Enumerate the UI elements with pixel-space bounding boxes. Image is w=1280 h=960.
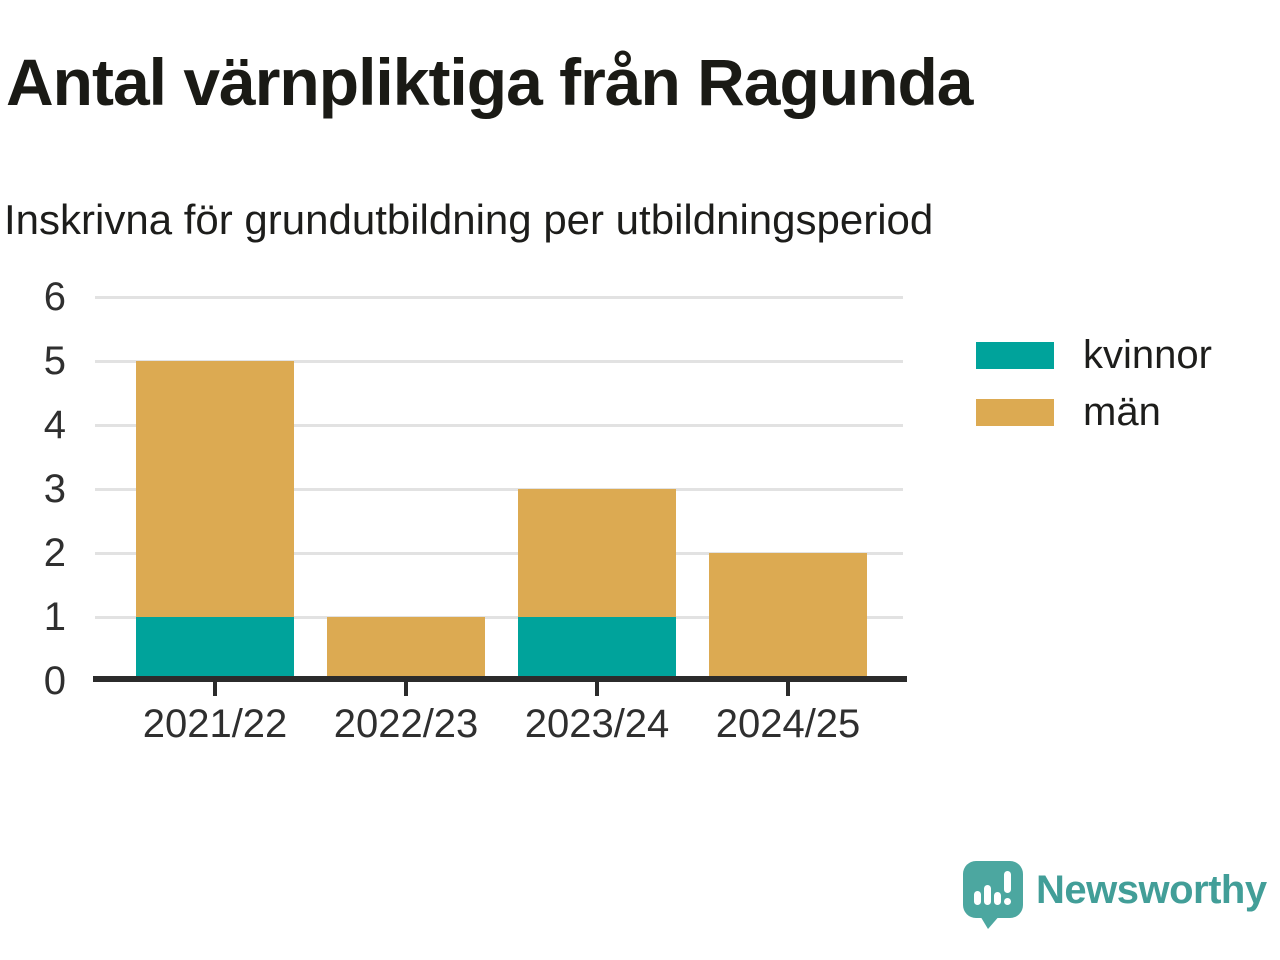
- x-tick-2024/25: [786, 682, 790, 696]
- x-tick-label-2022/23: 2022/23: [333, 702, 479, 746]
- legend: kvinnor män: [976, 333, 1212, 434]
- plot-area: 2021/22 2022/23 2023/24 2024/25: [93, 296, 907, 746]
- legend-swatch-kvinnor: [976, 342, 1054, 369]
- legend-label-kvinnor: kvinnor: [1083, 333, 1212, 377]
- x-tick-2021/22: [213, 682, 217, 696]
- bar-segment-män-2024/25: [709, 553, 867, 681]
- legend-item-män: män: [976, 390, 1212, 434]
- x-tick-label-2024/25: 2024/25: [715, 702, 861, 746]
- y-tick-label-2: 2: [43, 531, 66, 575]
- bar-segment-kvinnor-2023/24: [518, 617, 676, 681]
- gridline-y-3: [95, 488, 903, 491]
- legend-item-kvinnor: kvinnor: [976, 333, 1212, 377]
- y-tick-label-5: 5: [43, 339, 66, 383]
- bar-segment-män-2021/22: [136, 361, 294, 617]
- gridline-y-2: [95, 552, 903, 555]
- x-tick-2022/23: [404, 682, 408, 696]
- y-tick-label-3: 3: [43, 467, 66, 511]
- gridline-y-4: [95, 424, 903, 427]
- bar-segment-män-2023/24: [518, 489, 676, 617]
- x-tick-label-2021/22: 2021/22: [142, 702, 288, 746]
- newsworthy-wordmark: Newsworthy: [1036, 868, 1267, 912]
- x-axis-line: [93, 676, 907, 682]
- newsworthy-logo: Newsworthy: [962, 860, 1267, 930]
- y-tick-label-1: 1: [43, 595, 66, 639]
- y-axis-tick-labels: 0 1 2 3 4 5 6: [0, 275, 66, 703]
- gridline-y-1: [95, 616, 903, 619]
- x-tick-label-2023/24: 2023/24: [524, 702, 670, 746]
- chart-subtitle: Inskrivna för grundutbildning per utbild…: [4, 196, 934, 243]
- bar-segment-män-2022/23: [327, 617, 485, 681]
- bar-segment-kvinnor-2021/22: [136, 617, 294, 681]
- y-tick-label-6: 6: [43, 275, 66, 319]
- x-tick-2023/24: [595, 682, 599, 696]
- newsworthy-logo-icon: [963, 861, 1023, 929]
- gridline-y-5: [95, 360, 903, 363]
- legend-label-män: män: [1083, 390, 1161, 434]
- chart-title: Antal värnpliktiga från Ragunda: [6, 45, 973, 119]
- legend-swatch-män: [976, 399, 1054, 426]
- y-tick-label-0: 0: [43, 659, 66, 703]
- y-tick-label-4: 4: [43, 403, 66, 447]
- gridline-y-6: [95, 296, 903, 299]
